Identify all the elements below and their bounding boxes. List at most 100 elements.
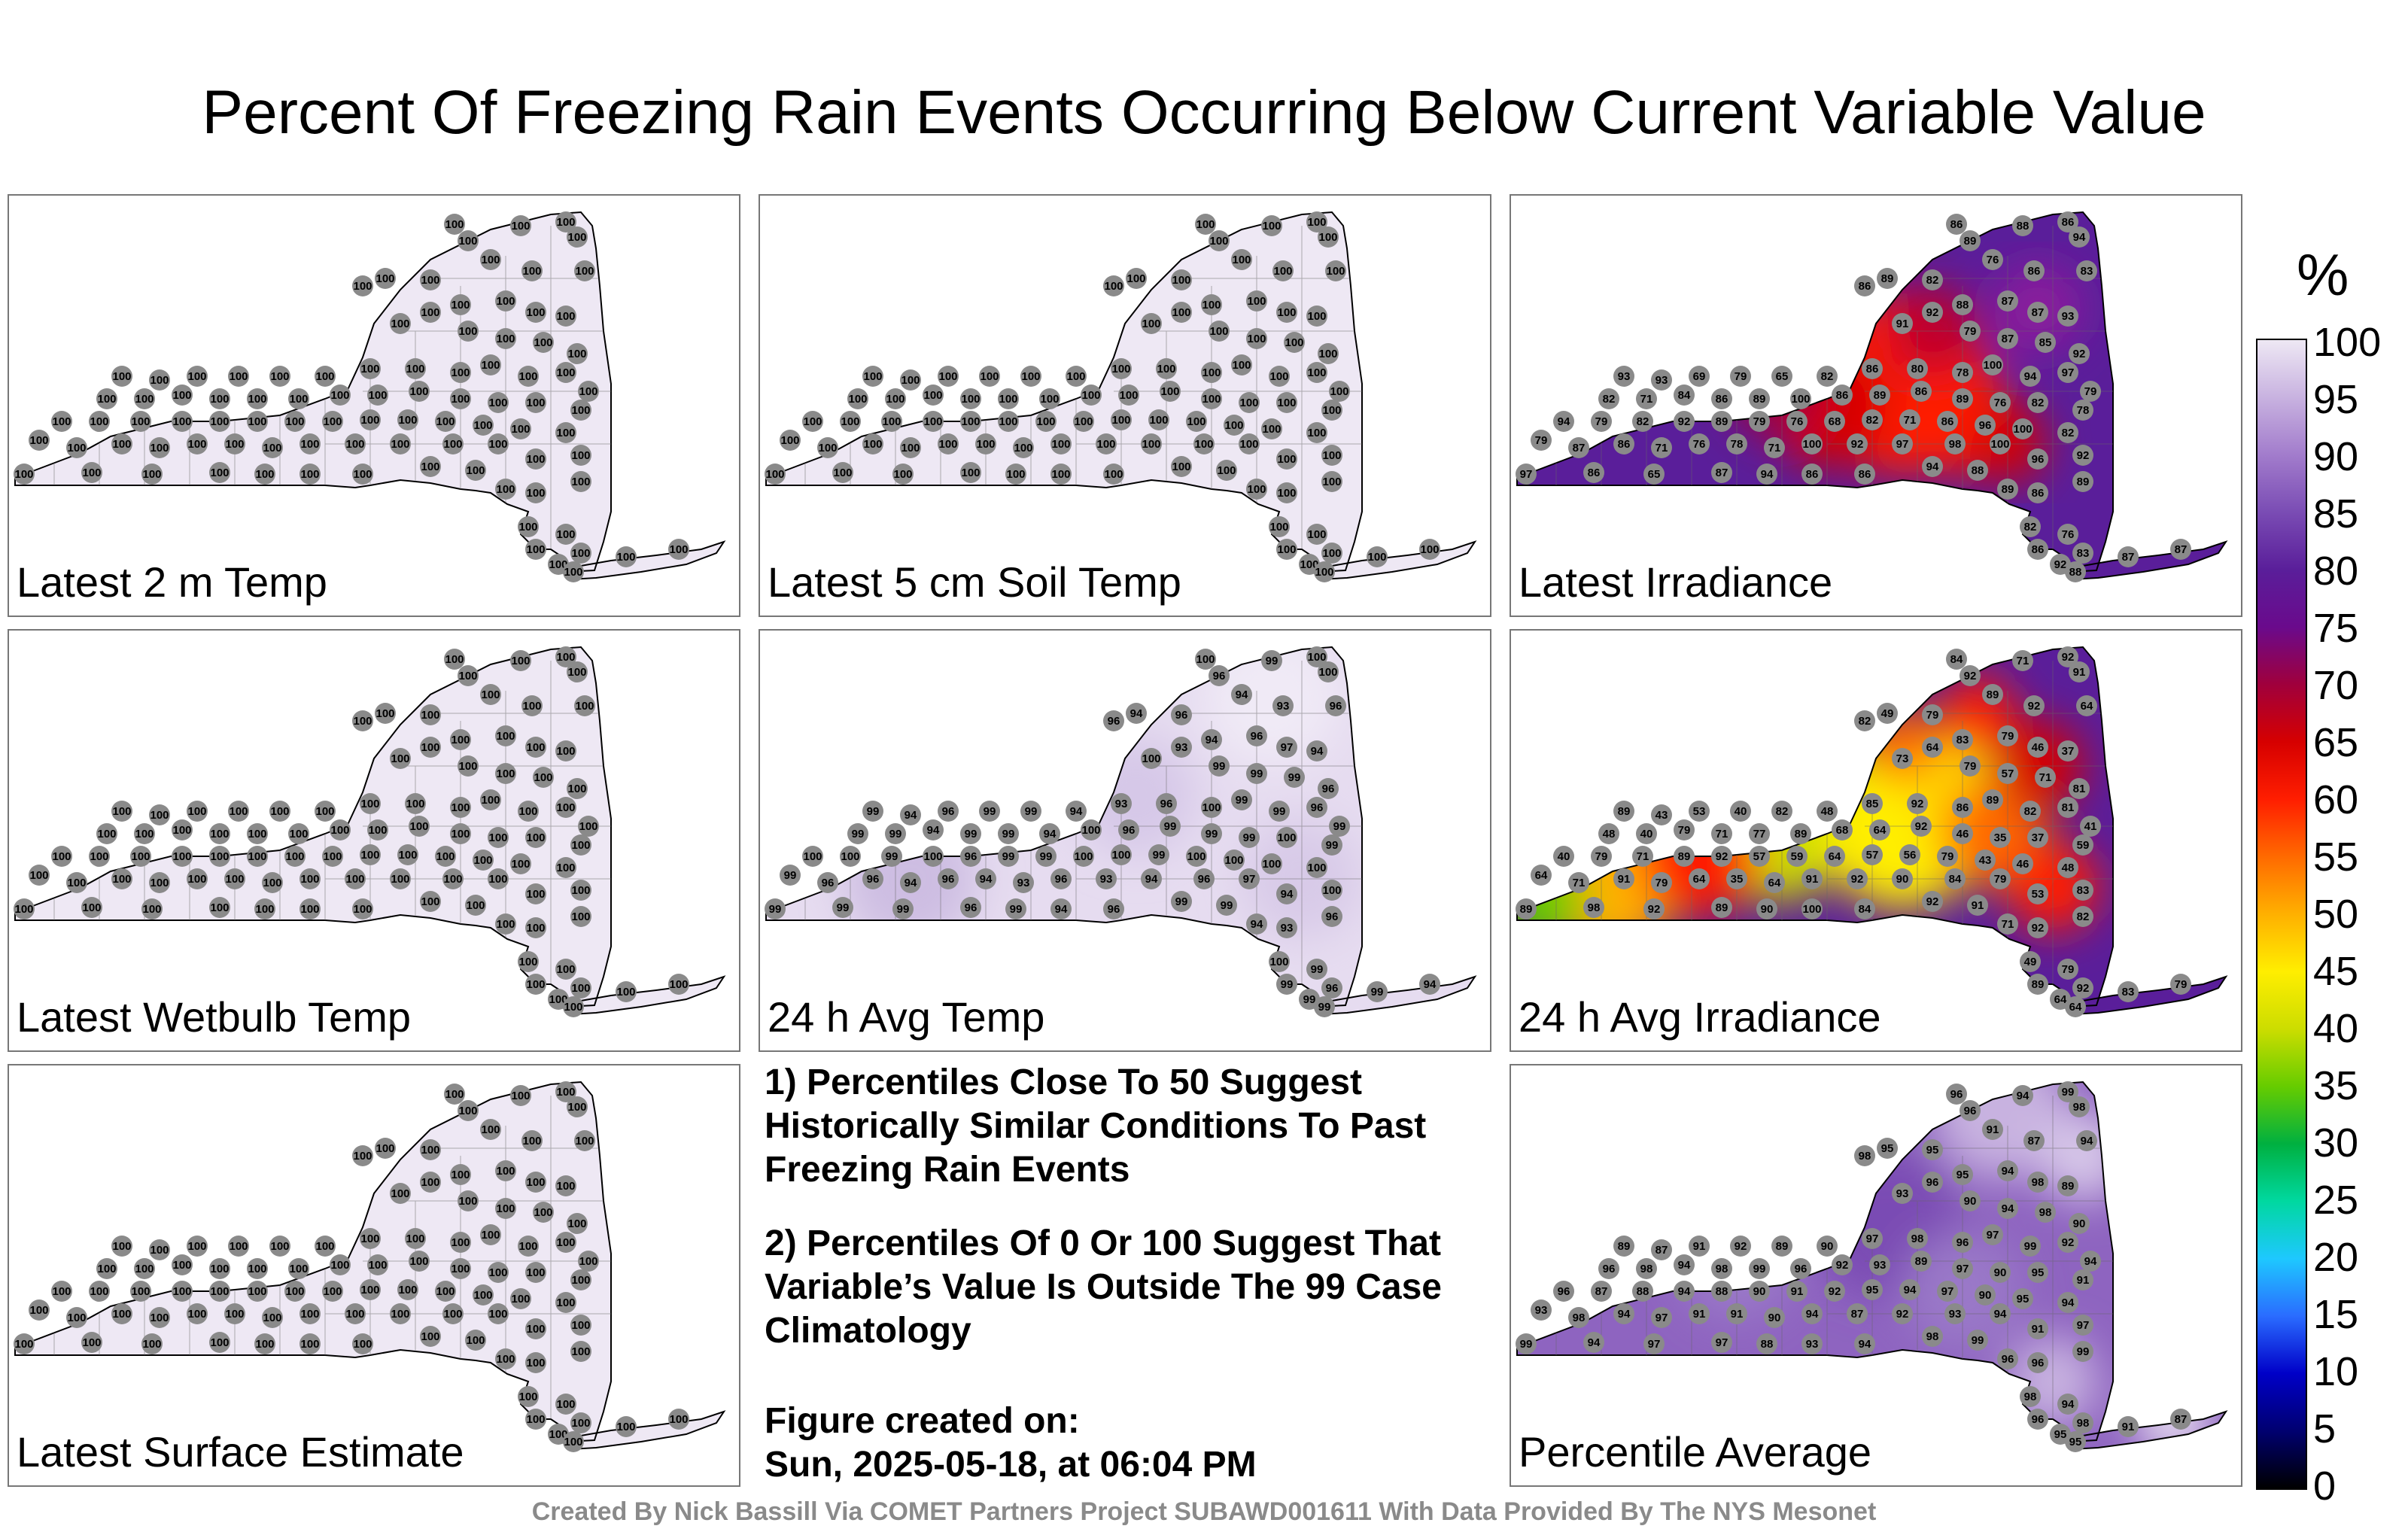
colorbar-tick: 10	[2313, 1349, 2359, 1394]
station-marker: 83	[1952, 729, 1973, 750]
station-value: 100	[112, 370, 131, 383]
station-value: 100	[229, 1240, 248, 1253]
station-value: 92	[2073, 348, 2086, 360]
station-value: 93	[1874, 1259, 1887, 1272]
station-marker: 100	[938, 366, 959, 387]
station-marker: 100	[567, 661, 588, 682]
station-value: 91	[1791, 1285, 1804, 1298]
station-value: 89	[1716, 415, 1728, 428]
station-value: 100	[150, 374, 169, 387]
station-value: 81	[2073, 783, 2086, 795]
station-value: 100	[841, 415, 859, 428]
station-marker: 100	[840, 846, 861, 867]
station-marker: 100	[1231, 354, 1252, 375]
station-marker: 100	[111, 433, 132, 454]
station-value: 92	[1911, 798, 1924, 810]
station-marker: 96	[1553, 1281, 1574, 1302]
station-marker: 94	[1246, 913, 1267, 935]
station-marker: 100	[409, 1251, 430, 1272]
station-value: 100	[481, 1123, 500, 1136]
station-marker: 100	[1171, 456, 1192, 477]
station-value: 94	[1044, 828, 1057, 840]
station-value: 86	[2032, 543, 2045, 556]
station-marker: 100	[1269, 951, 1290, 972]
station-value: 100	[556, 862, 575, 874]
station-marker: 64	[2076, 695, 2097, 716]
station-value: 71	[1637, 850, 1649, 863]
station-marker: 96	[1103, 710, 1124, 731]
station-value: 100	[496, 333, 515, 345]
station-value: 99	[1371, 986, 1384, 999]
station-value: 100	[886, 393, 905, 406]
station-value: 100	[172, 389, 191, 402]
station-marker: 89	[1674, 846, 1695, 867]
station-value: 37	[2062, 745, 2075, 758]
station-marker: 98	[2072, 1412, 2093, 1433]
station-value: 100	[556, 1086, 575, 1099]
station-marker: 53	[2027, 883, 2048, 904]
station-value: 100	[210, 467, 229, 479]
colorbar-tick: 85	[2313, 491, 2359, 536]
station-marker: 99	[1216, 895, 1237, 916]
station-marker: 91	[1613, 868, 1634, 889]
station-value: 100	[1149, 414, 1168, 427]
station-value: 100	[255, 903, 274, 916]
station-value: 100	[549, 993, 567, 1006]
station-value: 96	[1956, 1236, 1969, 1249]
station-value: 100	[669, 543, 688, 556]
station-marker: 91	[2027, 1318, 2048, 1339]
station-value: 100	[518, 956, 537, 968]
station-value: 99	[2062, 1086, 2075, 1099]
station-value: 100	[1277, 397, 1296, 409]
station-marker: 64	[1764, 872, 1785, 893]
station-marker: 68	[1824, 411, 1845, 432]
station-marker: 99	[1005, 898, 1026, 919]
station-marker: 78	[1952, 362, 1973, 383]
station-marker: 99	[1314, 996, 1335, 1017]
station-value: 100	[1262, 858, 1281, 871]
station-value: 100	[575, 265, 594, 278]
station-marker: 59	[2072, 834, 2093, 856]
station-marker: 100	[1990, 433, 2011, 454]
station-value: 91	[1896, 318, 1909, 330]
station-marker: 100	[458, 321, 479, 342]
station-value: 100	[345, 438, 364, 451]
station-marker: 92	[2057, 646, 2078, 667]
station-marker: 99	[960, 823, 981, 844]
station-value: 100	[518, 1240, 537, 1253]
station-marker: 89	[2072, 471, 2093, 492]
station-marker: 81	[2069, 778, 2090, 799]
station-value: 100	[300, 903, 319, 916]
station-marker: 87	[1651, 1239, 1672, 1260]
station-value: 96	[1926, 1176, 1939, 1189]
station-marker: 96	[1598, 1258, 1619, 1279]
station-value: 100	[1791, 393, 1810, 406]
station-marker: 100	[578, 381, 599, 402]
station-marker: 95	[2012, 1288, 2033, 1309]
station-value: 100	[1262, 423, 1281, 436]
station-value: 91	[1693, 1240, 1706, 1253]
station-marker: 88	[1967, 460, 1988, 481]
station-marker: 100	[444, 214, 465, 235]
station-marker: 100	[420, 302, 441, 323]
station-marker: 100	[465, 895, 486, 916]
station-marker: 96	[1997, 1348, 2018, 1369]
map-panel: 100 100 100 100 100 100 100 100 100 100 100 100 100 1…	[759, 194, 1491, 617]
station-marker: 82	[1598, 388, 1619, 409]
station-marker: 94	[2012, 1085, 2033, 1106]
station-value: 93	[1175, 741, 1188, 754]
station-marker: 89	[1516, 898, 1537, 919]
station-value: 79	[1535, 434, 1548, 447]
station-value: 100	[1277, 306, 1296, 319]
station-value: 100	[1111, 849, 1130, 862]
station-marker: 100	[1141, 313, 1162, 334]
station-marker: 100	[510, 418, 531, 439]
station-marker: 98	[1944, 433, 1966, 454]
station-value: 94	[2062, 1296, 2075, 1309]
station-marker: 57	[1862, 844, 1883, 865]
station-value: 100	[248, 828, 266, 840]
station-value: 100	[863, 370, 882, 383]
station-marker: 100	[299, 1333, 321, 1354]
